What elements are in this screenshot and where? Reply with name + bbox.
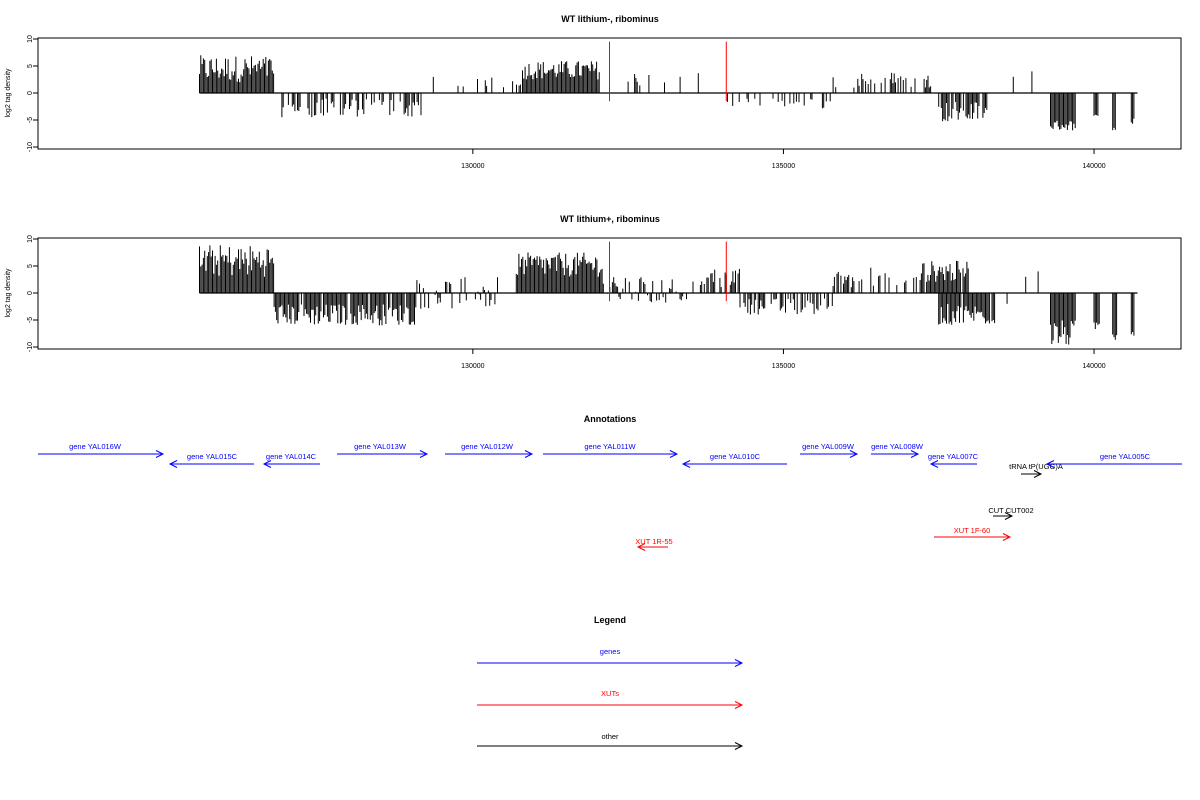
legend-label: other (601, 732, 619, 741)
annotation-label: gene YAL010C (710, 452, 761, 461)
y-tick-label: -10 (27, 142, 34, 152)
x-tick-label: 135000 (772, 363, 795, 370)
annotation-label: gene YAL005C (1100, 452, 1151, 461)
annotation-gene-yal013w: gene YAL013W (337, 442, 429, 458)
annotation-label: gene YAL015C (187, 452, 238, 461)
y-axis-label: log2 tag density (5, 268, 12, 318)
arrow-head (929, 460, 939, 468)
arrow-head (910, 450, 920, 458)
panel-title: WT lithium-, ribominus (561, 14, 659, 24)
x-tick-label: 135000 (772, 163, 795, 170)
arrow-head (849, 450, 859, 458)
y-tick-label: 10 (27, 235, 34, 243)
annotation-label: XUT 1R-55 (635, 537, 672, 546)
annotation-xut-1f-60: XUT 1F-60 (934, 526, 1012, 541)
x-ticks: 130000 135000 140000 (461, 149, 1106, 170)
annotation-label: gene YAL009W (802, 442, 855, 451)
legend: Legend genes XUTs other (477, 615, 744, 750)
annotations-title: Annotations (584, 414, 637, 424)
arrow-head (734, 701, 744, 709)
annotation-label: tRNA tP(UGG)A (1009, 462, 1063, 471)
arrow-head (168, 460, 178, 468)
annotations-track: Annotations gene YAL016W gene YAL015C gene… (38, 414, 1182, 551)
legend-item-xuts: XUTs (477, 689, 744, 709)
arrow-head (636, 543, 646, 551)
signal-bars (199, 41, 1138, 131)
annotation-xut-1r-55: XUT 1R-55 (635, 537, 673, 551)
panel-lithium-plus: WT lithium+, ribominus log2 tag density … (5, 214, 1182, 370)
x-tick-label: 130000 (461, 363, 484, 370)
annotation-cut-cut002: CUT CUT002 (988, 506, 1034, 520)
panel-title: WT lithium+, ribominus (560, 214, 660, 224)
arrow-head (1033, 470, 1043, 478)
annotation-gene-yal010c: gene YAL010C (681, 452, 787, 468)
y-tick-label: 0 (27, 291, 34, 295)
y-tick-label: -5 (27, 117, 34, 123)
annotation-gene-yal016w: gene YAL016W (38, 442, 165, 458)
y-tick-label: 0 (27, 91, 34, 95)
annotation-label: gene YAL011W (584, 442, 636, 451)
panel-lithium-minus: WT lithium-, ribominus log2 tag density … (5, 14, 1182, 170)
arrow-head (734, 659, 744, 667)
signal-bars (199, 241, 1138, 345)
arrow-head (262, 460, 272, 468)
annotation-gene-yal014c: gene YAL014C (262, 452, 320, 468)
arrow-head (734, 742, 744, 750)
annotation-gene-yal012w: gene YAL012W (445, 442, 534, 458)
legend-item-other: other (477, 732, 744, 750)
annotation-label: gene YAL012W (461, 442, 514, 451)
annotation-gene-yal005c: gene YAL005C (1045, 452, 1182, 468)
annotation-gene-yal007c: gene YAL007C (928, 452, 979, 468)
annotation-gene-yal009w: gene YAL009W (800, 442, 859, 458)
arrow-head (524, 450, 534, 458)
annotation-label: gene YAL008W (871, 442, 924, 451)
arrow-head (681, 460, 691, 468)
annotation-gene-yal011w: gene YAL011W (543, 442, 679, 458)
x-tick-label: 130000 (461, 163, 484, 170)
legend-label: genes (600, 647, 621, 656)
annotation-label: gene YAL016W (69, 442, 122, 451)
arrow-head (1002, 533, 1012, 541)
arrow-head (419, 450, 429, 458)
annotation-gene-yal015c: gene YAL015C (168, 452, 254, 468)
arrow-head (1045, 460, 1055, 468)
x-ticks: 130000 135000 140000 (461, 349, 1106, 370)
arrow-head (1004, 512, 1014, 520)
legend-item-genes: genes (477, 647, 744, 667)
y-ticks: -10 -5 0 5 10 (27, 35, 38, 152)
y-tick-label: 5 (27, 264, 34, 268)
annotation-label: CUT CUT002 (988, 506, 1033, 515)
y-axis-label: log2 tag density (5, 68, 12, 118)
legend-label: XUTs (601, 689, 619, 698)
annotation-gene-yal008w: gene YAL008W (871, 442, 924, 458)
y-ticks: -10 -5 0 5 10 (27, 235, 38, 352)
annotation-label: gene YAL007C (928, 452, 979, 461)
y-tick-label: 5 (27, 64, 34, 68)
y-tick-label: 10 (27, 35, 34, 43)
legend-title: Legend (594, 615, 626, 625)
annotation-label: XUT 1F-60 (954, 526, 991, 535)
x-tick-label: 140000 (1082, 163, 1105, 170)
arrow-head (155, 450, 165, 458)
annotation-trna-tp-ugg-a: tRNA tP(UGG)A (1009, 462, 1063, 478)
x-tick-label: 140000 (1082, 363, 1105, 370)
arrow-head (669, 450, 679, 458)
y-tick-label: -5 (27, 317, 34, 323)
annotation-label: gene YAL013W (354, 442, 407, 451)
annotation-label: gene YAL014C (266, 452, 317, 461)
y-tick-label: -10 (27, 342, 34, 352)
